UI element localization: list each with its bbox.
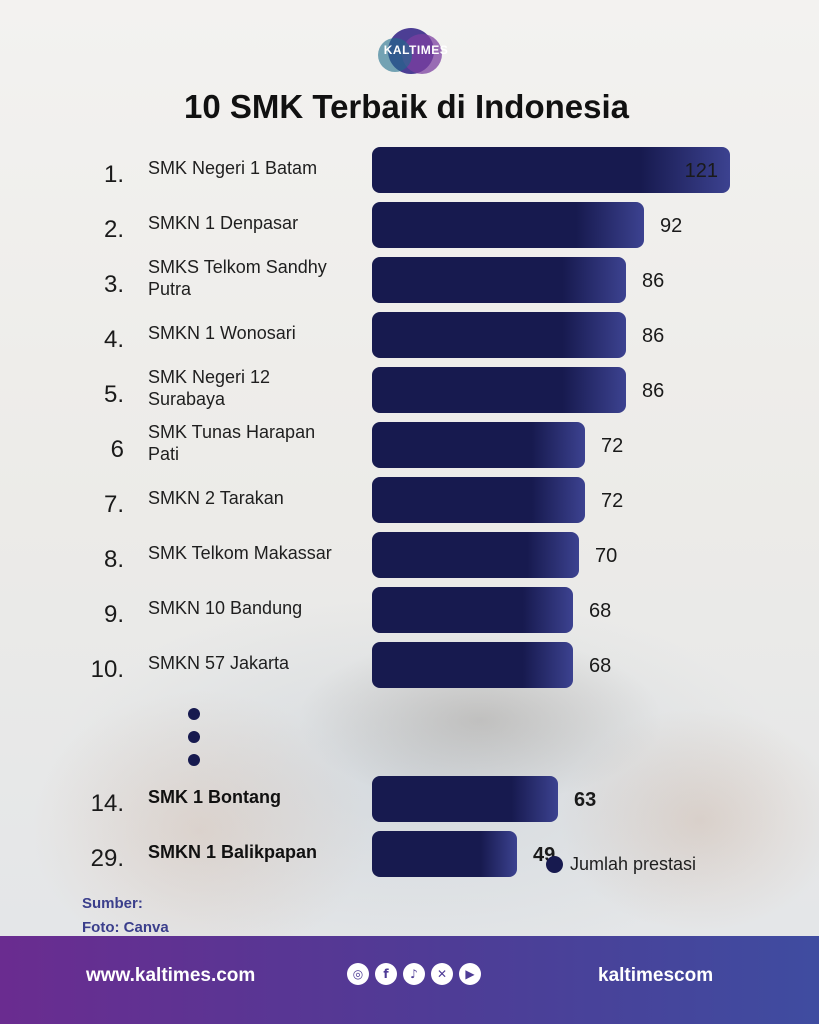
source-label: Sumber: — [82, 895, 143, 912]
school-label: SMKN 10 Bandung — [148, 598, 302, 618]
rank-number: 4. — [104, 326, 124, 353]
school-label: SMKS Telkom Sandhy Putra — [148, 257, 327, 299]
youtube-icon[interactable]: ▶ — [459, 963, 481, 985]
rank-number: 1. — [104, 161, 124, 188]
rank-number: 6 — [111, 436, 124, 463]
value-label: 72 — [601, 490, 623, 512]
chart-legend: Jumlah prestasi — [546, 852, 696, 876]
rank-number: 10. — [91, 656, 124, 683]
value-label: 86 — [642, 270, 664, 292]
photo-credit: Foto: Canva — [82, 919, 169, 936]
value-label: 72 — [601, 435, 623, 457]
value-label: 68 — [589, 655, 611, 677]
kaltimes-logo: KALTIMES — [368, 28, 464, 76]
legend-swatch — [546, 855, 563, 873]
value-label: 70 — [595, 545, 617, 567]
x-icon[interactable]: ✕ — [431, 963, 453, 985]
bar — [372, 367, 626, 413]
social-icons: ◎ f ♪ ✕ ▶ — [347, 963, 487, 985]
bar — [372, 776, 558, 822]
school-label: SMKN 1 Balikpapan — [148, 842, 317, 862]
source-block: Sumber: Foto: Canva — [82, 892, 169, 940]
bar — [372, 477, 585, 523]
page-title: 10 SMK Terbaik di Indonesia — [183, 88, 629, 125]
footer-bar: www.kaltimes.com ◎ f ♪ ✕ ▶ kaltimescom — [0, 936, 819, 1024]
rank-number: 8. — [104, 546, 124, 573]
rank-number: 29. — [91, 845, 124, 872]
school-label: SMKN 1 Wonosari — [148, 323, 296, 343]
rank-number: 14. — [91, 790, 124, 817]
bar — [372, 202, 644, 248]
bar — [372, 312, 626, 358]
bar — [372, 532, 579, 578]
legend-label: Jumlah prestasi — [570, 853, 697, 874]
school-label: SMK Telkom Makassar — [148, 543, 332, 563]
rank-number: 7. — [104, 491, 124, 518]
logo-text: KALTIMES — [383, 43, 449, 57]
school-label: SMKN 57 Jakarta — [148, 653, 290, 673]
school-label: SMK Negeri 1 Batam — [148, 158, 317, 178]
value-label: 68 — [589, 600, 611, 622]
value-label: 92 — [660, 215, 682, 237]
bar — [372, 642, 573, 688]
bar — [372, 147, 730, 193]
school-label: SMK Negeri 12 Surabaya — [148, 367, 270, 409]
rank-number: 5. — [104, 381, 124, 408]
school-label: SMK 1 Bontang — [148, 787, 281, 807]
instagram-icon[interactable]: ◎ — [347, 963, 369, 985]
school-label: SMK Tunas Harapan Pati — [148, 422, 315, 464]
bar — [372, 422, 585, 468]
rank-number: 9. — [104, 601, 124, 628]
rank-number: 2. — [104, 216, 124, 243]
value-label: 86 — [642, 380, 664, 402]
bar — [372, 257, 626, 303]
bar — [372, 831, 517, 877]
facebook-icon[interactable]: f — [375, 963, 397, 985]
social-handle[interactable]: kaltimescom — [598, 965, 714, 986]
bar-chart: 1. SMK Negeri 1 Batam 121 2. SMKN 1 Denpasar… — [91, 147, 730, 877]
bar — [372, 587, 573, 633]
tiktok-icon[interactable]: ♪ — [403, 963, 425, 985]
value-label: 63 — [574, 789, 596, 811]
school-label: SMKN 2 Tarakan — [148, 488, 284, 508]
ellipsis-dot — [188, 731, 200, 743]
ellipsis-dot — [188, 708, 200, 720]
value-label: 86 — [642, 325, 664, 347]
value-label: 121 — [685, 160, 718, 182]
rank-number: 3. — [104, 271, 124, 298]
school-label: SMKN 1 Denpasar — [148, 213, 298, 233]
website-link[interactable]: www.kaltimes.com — [86, 965, 256, 986]
ellipsis-dot — [188, 754, 200, 766]
